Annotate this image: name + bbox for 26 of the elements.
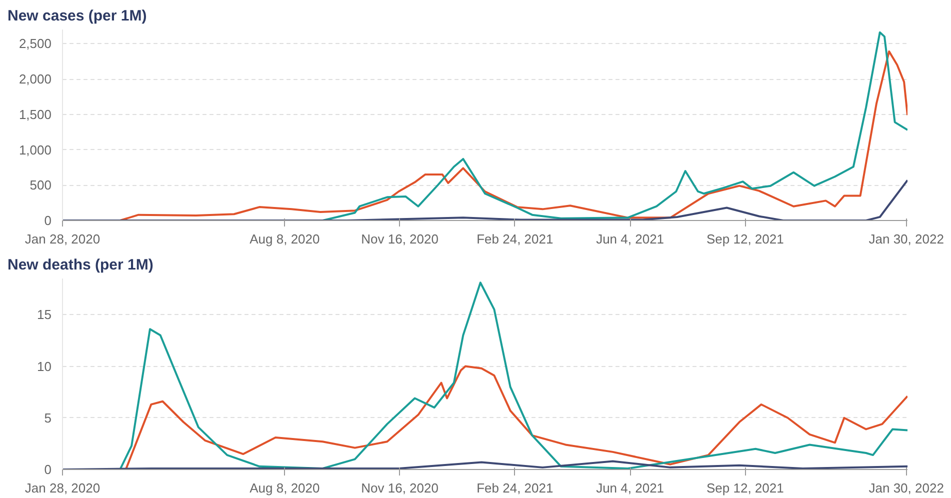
x-tick-label: Jan 30, 2022: [868, 480, 944, 496]
x-tick-label: Jun 4, 2021: [596, 232, 664, 246]
x-tick-label: Sep 12, 2021: [706, 480, 784, 496]
x-tick-label: Jan 28, 2020: [24, 480, 100, 496]
y-tick-label: 2,000: [18, 72, 52, 87]
chart-title: New deaths (per 1M): [8, 256, 154, 274]
x-tick-label: Nov 16, 2020: [361, 480, 438, 496]
x-tick-label: Feb 24, 2021: [476, 232, 554, 246]
x-tick-label: Aug 8, 2020: [250, 232, 320, 246]
x-tick-label: Nov 16, 2020: [361, 232, 438, 246]
x-tick-label: Feb 24, 2021: [476, 480, 554, 496]
y-tick-label: 10: [37, 358, 52, 374]
y-tick-label: 1,500: [18, 106, 52, 122]
x-tick-label: Aug 8, 2020: [250, 480, 320, 496]
y-tick-label: 0: [44, 462, 52, 477]
x-tick-label: Jun 4, 2021: [596, 480, 664, 496]
y-tick-label: 5: [44, 410, 52, 426]
y-tick-label: 15: [37, 307, 52, 322]
y-tick-label: 2,500: [18, 36, 52, 52]
chart-title: New cases (per 1M): [8, 8, 147, 24]
x-tick-label: Jan 30, 2022: [868, 232, 944, 246]
y-tick-label: 500: [30, 178, 52, 193]
x-tick-label: Jan 28, 2020: [24, 232, 100, 246]
x-tick-label: Sep 12, 2021: [706, 232, 784, 246]
y-tick-label: 1,000: [18, 142, 52, 158]
y-tick-label: 0: [44, 213, 52, 228]
